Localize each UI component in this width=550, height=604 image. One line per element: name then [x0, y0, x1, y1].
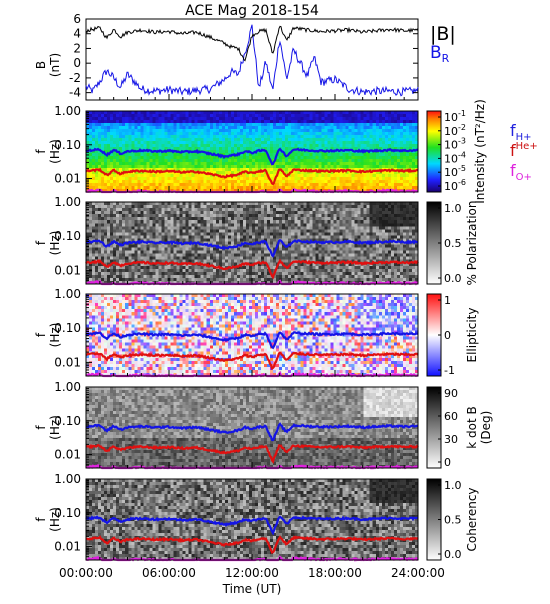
gyro-legend-index: O+ — [516, 172, 532, 183]
colorbar-tick-label: 0.5 — [444, 237, 462, 250]
intensity-panel: 1.000.100.01f(Hz)10-110-210-310-410-510-… — [34, 99, 538, 204]
y-tick-label: 1.00 — [54, 287, 81, 301]
figure-title: ACE Mag 2018-154 — [185, 3, 319, 19]
y-axis-unit-label: (Hz) — [48, 323, 62, 348]
y-tick-label: 1.00 — [54, 104, 81, 118]
colorbar-label: k dot B — [465, 406, 479, 448]
colorbar-label: Intensity (nT²/Hz) — [473, 99, 487, 204]
y-axis-label: f — [34, 425, 48, 430]
colorbar-tick-label: 0.0 — [444, 548, 462, 561]
colorbar-tick-label: 10-2 — [444, 123, 466, 138]
colorbar-tick-label: 30 — [444, 433, 458, 446]
colorbar-tick-label: 10-6 — [444, 178, 466, 193]
y-tick-label: 1.00 — [54, 195, 81, 209]
colorbar-tick-exponent: -2 — [458, 123, 466, 132]
colorbar-tick-label: 10-3 — [444, 137, 466, 152]
colorbar-tick-label: 60 — [444, 410, 458, 423]
y-axis-label: B — [34, 61, 48, 69]
x-tick-label: 00:00:00 — [59, 566, 113, 580]
gyro-legend-oplus: fO+ — [510, 161, 532, 183]
y-axis-unit-label: (Hz) — [48, 507, 62, 532]
plot-layer: 6420-2-4B(nT)|B|BR1.000.100.01f(Hz)10-11… — [34, 12, 538, 596]
x-tick-label: 12:00:00 — [225, 566, 279, 580]
colorbar-tick-label: 0.5 — [444, 514, 462, 527]
colorbar-tick-exponent: -1 — [458, 109, 466, 118]
colorbar-label-unit: (Deg) — [479, 411, 493, 445]
legend-br-subscript: R — [442, 52, 450, 65]
y-axis-unit-label: (Hz) — [48, 231, 62, 256]
colorbar-tick-label: -1 — [444, 364, 455, 377]
colorbar-tick-exponent: -4 — [458, 150, 466, 159]
colorbar-label: % Polarization — [465, 201, 479, 286]
colorbar-tick-label: 10-5 — [444, 164, 466, 179]
polarization-panel: 1.000.100.01f(Hz)1.00.50.0% Polarization — [34, 195, 479, 285]
gyro-legend-index: He+ — [516, 141, 538, 152]
y-tick-label: 2 — [73, 41, 81, 55]
y-tick-label: 0.01 — [54, 448, 81, 462]
colorbar-tick-label: 0 — [444, 456, 451, 469]
colorbar-tick-label: 90 — [444, 387, 458, 400]
colorbar-tick-label: 10-1 — [444, 109, 466, 124]
y-axis-label: f — [34, 332, 48, 337]
field-panel-frame — [86, 19, 418, 100]
y-tick-label: 1.00 — [54, 380, 81, 394]
y-axis-label: f — [34, 240, 48, 245]
colorbar-tick-label: 0.0 — [444, 272, 462, 285]
y-tick-label: 0.01 — [54, 263, 81, 277]
gyro-legend-hplus: fH+ — [510, 121, 532, 143]
colorbar-tick-exponent: -6 — [458, 178, 466, 187]
colorbar-label: Coherency — [465, 487, 479, 551]
colorbar — [427, 387, 441, 468]
y-tick-label: 6 — [73, 12, 81, 26]
y-tick-label: 0 — [73, 56, 81, 70]
y-axis-label: f — [34, 149, 48, 154]
colorbar-tick-label: 0 — [444, 329, 451, 342]
legend-br: BR — [430, 43, 450, 65]
x-axis-label: Time (UT) — [222, 582, 282, 596]
y-axis-label: f — [34, 517, 48, 522]
colorbar-tick-exponent: -5 — [458, 164, 466, 173]
colorbar-tick-label: 1.0 — [444, 202, 462, 215]
y-tick-label: 0.01 — [54, 172, 81, 186]
y-tick-label: 4 — [73, 27, 81, 41]
y-axis-unit-label: (Hz) — [48, 139, 62, 164]
colorbar-tick-label: 10-4 — [444, 150, 466, 165]
y-tick-label: 0.01 — [54, 540, 81, 554]
colorbar-tick-label: 1 — [444, 294, 451, 307]
y-axis-unit-label: (nT) — [48, 53, 62, 77]
legend-bmag: |B| — [430, 23, 456, 45]
coherency-panel: 1.000.100.01f(Hz)1.00.50.0Coherency00:00… — [34, 472, 479, 596]
colorbar-tick-label: 1.0 — [444, 479, 462, 492]
y-tick-label: 0.01 — [54, 355, 81, 369]
x-tick-label: 18:00:00 — [308, 566, 362, 580]
y-tick-label: -4 — [69, 86, 81, 100]
y-axis-unit-label: (Hz) — [48, 415, 62, 440]
colorbar-label: Ellipticity — [465, 308, 479, 363]
y-tick-label: 1.00 — [54, 472, 81, 486]
x-tick-label: 06:00:00 — [142, 566, 196, 580]
colorbar-tick-exponent: -3 — [458, 137, 466, 146]
colorbar — [427, 111, 441, 192]
y-tick-label: -2 — [69, 71, 81, 85]
gyro-legend-heplus: fHe+ — [510, 141, 538, 160]
x-tick-label: 24:00:00 — [391, 566, 445, 580]
